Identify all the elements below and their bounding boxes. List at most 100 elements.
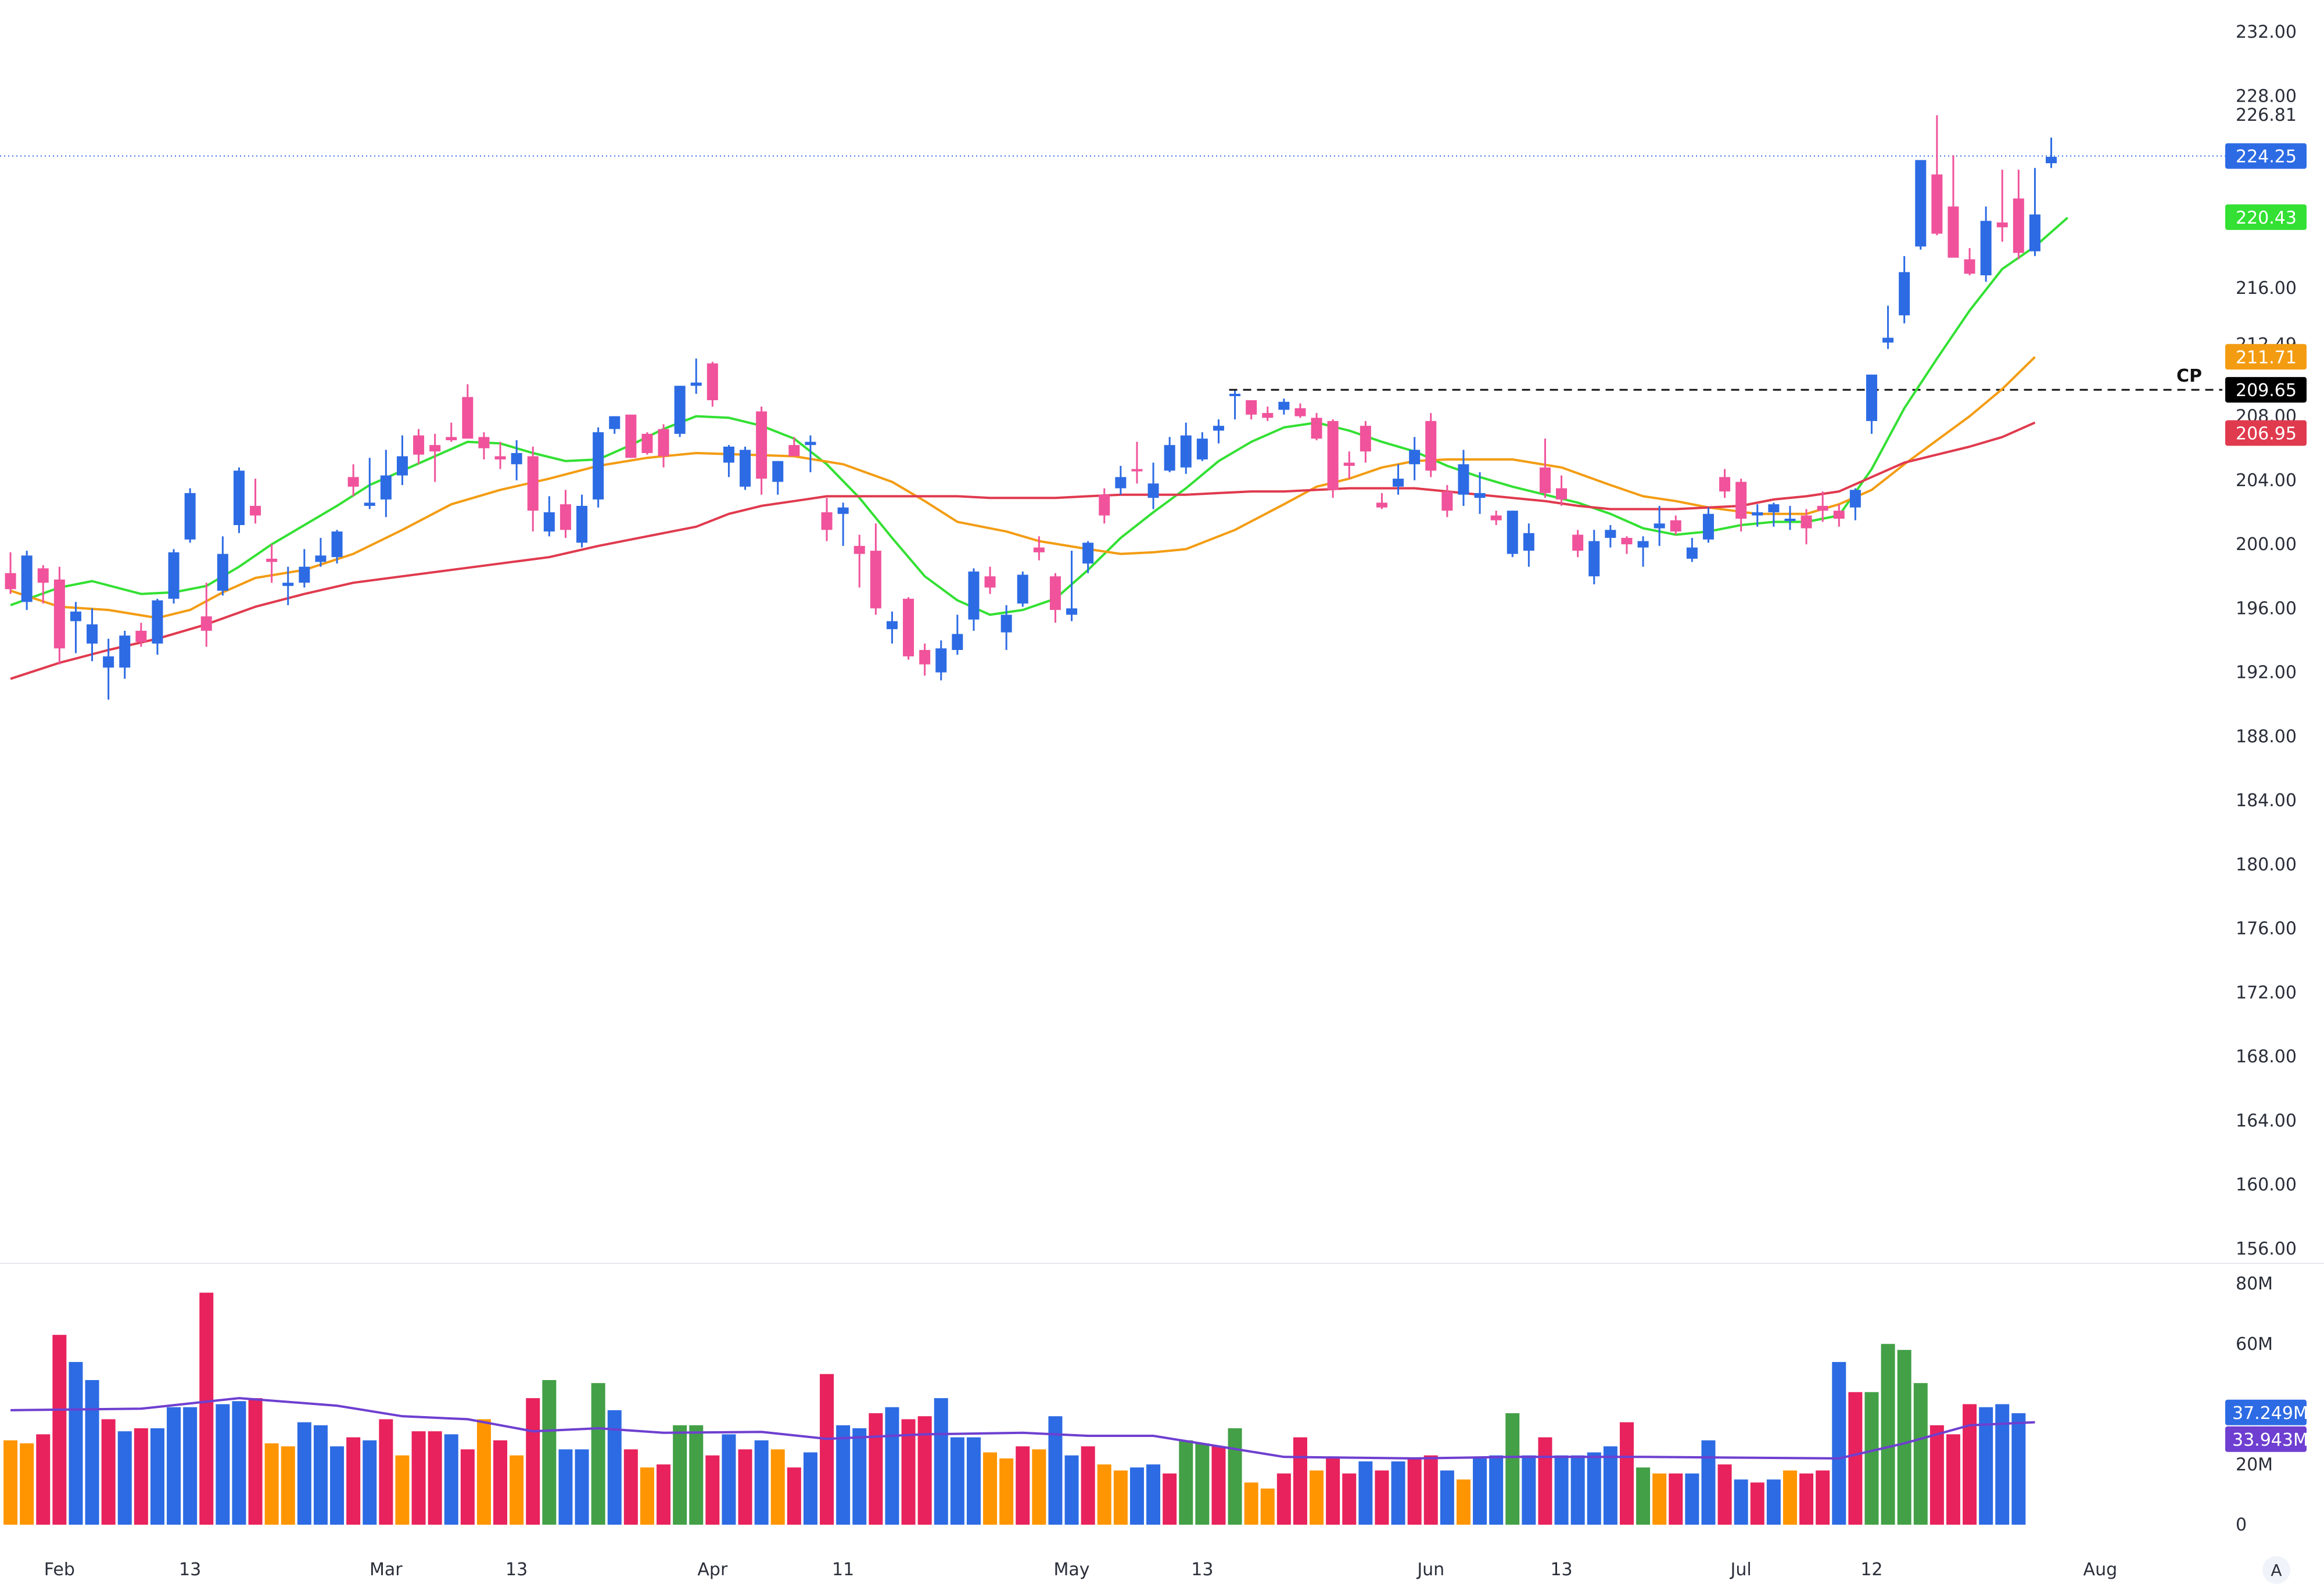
candle[interactable] [1196,432,1208,461]
volume-bar[interactable] [869,1413,883,1525]
candle[interactable] [1115,466,1127,495]
volume-bar[interactable] [1570,1455,1585,1525]
volume-bar[interactable] [150,1428,164,1525]
volume-bar[interactable] [770,1449,785,1525]
price-pane[interactable]: CP [0,115,2225,700]
candle[interactable] [2013,170,2024,260]
candle[interactable] [576,494,588,548]
volume-bar[interactable] [1538,1437,1552,1525]
candle[interactable] [1262,407,1274,421]
volume-bar[interactable] [297,1422,311,1525]
candle[interactable] [87,608,98,662]
volume-bar[interactable] [820,1374,834,1525]
candle[interactable] [641,432,653,455]
volume-bar[interactable] [20,1443,34,1525]
volume-bar[interactable] [264,1443,279,1525]
candle[interactable] [446,422,457,442]
volume-bar[interactable] [526,1398,540,1525]
candle[interactable] [837,502,849,546]
candle[interactable] [903,597,914,660]
volume-bar[interactable] [689,1425,704,1525]
volume-bar[interactable] [1276,1473,1291,1525]
volume-bar[interactable] [1766,1479,1781,1525]
volume-bar[interactable] [1995,1404,2010,1525]
volume-axis[interactable]: 80M 60M 20M 0 37.249M 33.943M [2225,1274,2308,1535]
candle[interactable] [1588,530,1600,585]
candle[interactable] [853,534,865,588]
volume-bar[interactable] [885,1407,899,1525]
volume-bar[interactable] [575,1449,589,1525]
volume-bar[interactable] [167,1407,181,1525]
volume-bar[interactable] [1113,1470,1128,1525]
candle[interactable] [1980,206,1992,282]
candle[interactable] [1229,390,1241,420]
candle[interactable] [1670,515,1681,535]
volume-bar[interactable] [1032,1449,1046,1525]
volume-bar[interactable] [428,1431,442,1525]
candle[interactable] [462,384,474,439]
volume-bar[interactable] [542,1380,557,1525]
candle[interactable] [1996,170,2008,242]
volume-bar[interactable] [69,1361,83,1525]
candle[interactable] [1539,439,1551,498]
volume-bar[interactable] [1456,1479,1471,1525]
candle[interactable] [772,461,784,495]
candle[interactable] [1637,536,1649,567]
candle[interactable] [984,566,996,594]
candle[interactable] [543,496,555,537]
volume-bar[interactable] [1554,1455,1569,1525]
candle[interactable] [935,640,947,681]
candle[interactable] [1948,155,1959,258]
volume-bar[interactable] [901,1419,916,1525]
candle[interactable] [200,583,212,647]
candle[interactable] [1719,469,1731,498]
candle[interactable] [1621,536,1633,554]
volume-bar[interactable] [444,1434,458,1525]
volume-bar[interactable] [787,1467,801,1525]
candle[interactable] [217,536,228,596]
candle[interactable] [380,450,392,518]
candle[interactable] [331,530,343,564]
volume-bar[interactable] [1211,1446,1226,1525]
volume-bar[interactable] [1522,1455,1536,1525]
candle[interactable] [1164,437,1175,473]
volume-bar[interactable] [1816,1470,1830,1525]
volume-bar[interactable] [1783,1470,1797,1525]
volume-bar[interactable] [52,1335,67,1525]
candle[interactable] [1000,605,1012,651]
volume-bar[interactable] [1750,1482,1764,1525]
candle[interactable] [135,623,147,647]
candle[interactable] [1131,441,1143,484]
candle[interactable] [299,549,310,588]
candle[interactable] [788,437,800,457]
volume-bar[interactable] [313,1425,328,1525]
candle[interactable] [119,630,131,679]
volume-bar[interactable] [117,1431,132,1525]
volume-bar[interactable] [623,1449,638,1525]
volume-pane[interactable] [3,1292,2035,1525]
volume-bar[interactable] [591,1383,605,1525]
price-axis[interactable]: 232.00 228.00 216.00 204.00 200.00 196.00 192.… [2225,22,2307,1259]
candle[interactable] [266,544,278,583]
candle[interactable] [593,427,604,508]
volume-bar[interactable] [395,1455,410,1525]
candle[interactable] [1458,450,1469,506]
volume-bar[interactable] [1473,1458,1487,1525]
candle[interactable] [1817,491,1828,522]
candle[interactable] [1507,511,1518,558]
volume-bar[interactable] [1979,1407,1993,1525]
volume-bar[interactable] [1930,1425,1944,1525]
volume-bar[interactable] [346,1437,361,1525]
volume-bar[interactable] [2011,1413,2026,1525]
candle[interactable] [1556,475,1568,506]
candle[interactable] [1523,523,1534,567]
volume-bar[interactable] [640,1467,654,1525]
candle[interactable] [1278,398,1290,415]
volume-bar[interactable] [558,1449,573,1525]
candle[interactable] [2029,168,2040,256]
candle[interactable] [1866,374,1877,434]
candle[interactable] [53,566,65,664]
candle[interactable] [2046,137,2057,168]
volume-bar[interactable] [836,1425,851,1525]
